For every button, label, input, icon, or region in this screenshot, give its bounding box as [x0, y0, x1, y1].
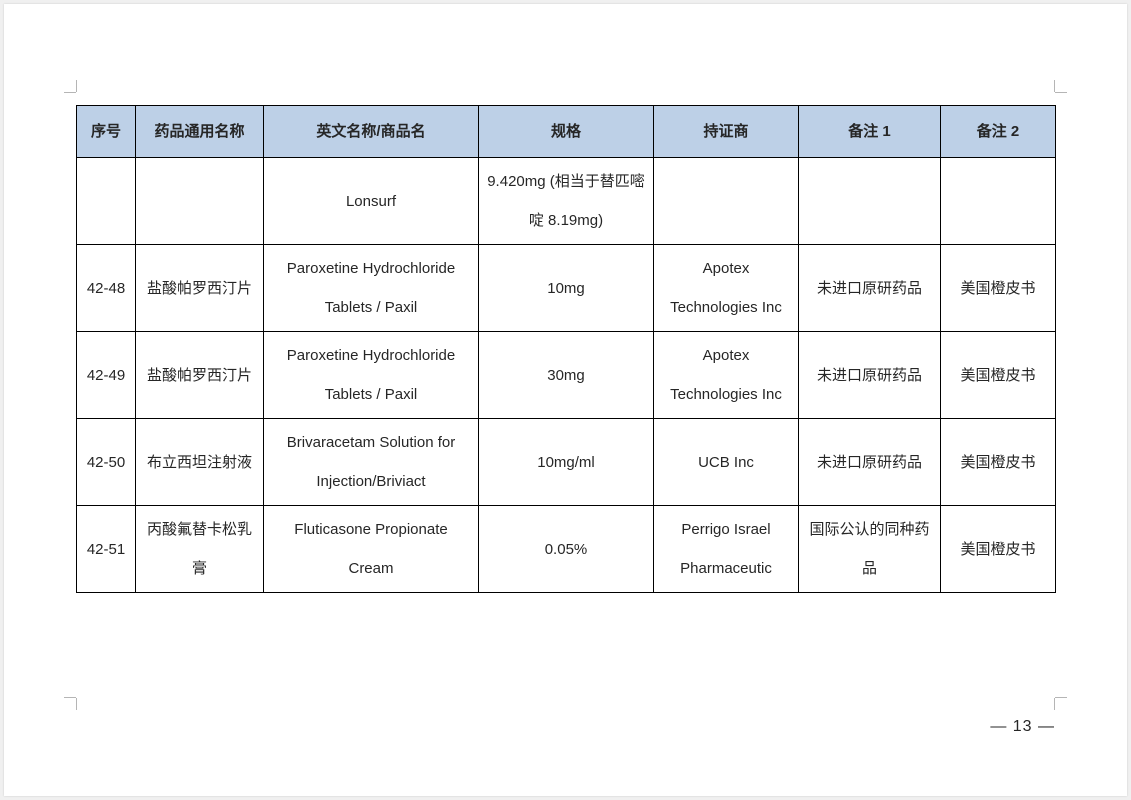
cell-note2 [941, 158, 1056, 245]
cell-note1: 未进口原研药品 [799, 245, 941, 332]
cell-name: 盐酸帕罗西汀片 [136, 332, 264, 419]
cell-seq: 42-48 [77, 245, 136, 332]
cell-note1: 未进口原研药品 [799, 332, 941, 419]
cell-holder: Apotex Technologies Inc [654, 332, 799, 419]
cell-holder: UCB Inc [654, 419, 799, 506]
margin-corner-tl [76, 92, 88, 104]
table-row: 42-50 布立西坦注射液 Brivaracetam Solution for … [77, 419, 1056, 506]
margin-corner-br [1043, 686, 1055, 698]
cell-eng: Fluticasone Propionate Cream [264, 506, 479, 593]
cell-seq: 42-49 [77, 332, 136, 419]
cell-eng: Paroxetine Hydrochloride Tablets / Paxil [264, 245, 479, 332]
col-header-name: 药品通用名称 [136, 106, 264, 158]
cell-spec: 10mg/ml [479, 419, 654, 506]
cell-eng: Paroxetine Hydrochloride Tablets / Paxil [264, 332, 479, 419]
drug-table: 序号 药品通用名称 英文名称/商品名 规格 持证商 备注 1 备注 2 Lons… [76, 105, 1056, 593]
cell-spec: 10mg [479, 245, 654, 332]
cell-spec: 0.05% [479, 506, 654, 593]
cell-name: 布立西坦注射液 [136, 419, 264, 506]
table-row: 42-49 盐酸帕罗西汀片 Paroxetine Hydrochloride T… [77, 332, 1056, 419]
document-page: 序号 药品通用名称 英文名称/商品名 规格 持证商 备注 1 备注 2 Lons… [4, 4, 1127, 796]
cell-note2: 美国橙皮书 [941, 419, 1056, 506]
cell-name [136, 158, 264, 245]
table-body: Lonsurf 9.420mg (相当于替匹嘧啶 8.19mg) 42-48 盐… [77, 158, 1056, 593]
cell-holder: Apotex Technologies Inc [654, 245, 799, 332]
table-header-row: 序号 药品通用名称 英文名称/商品名 规格 持证商 备注 1 备注 2 [77, 106, 1056, 158]
cell-eng: Lonsurf [264, 158, 479, 245]
col-header-eng: 英文名称/商品名 [264, 106, 479, 158]
cell-note1: 未进口原研药品 [799, 419, 941, 506]
cell-note1 [799, 158, 941, 245]
col-header-seq: 序号 [77, 106, 136, 158]
table-row: 42-48 盐酸帕罗西汀片 Paroxetine Hydrochloride T… [77, 245, 1056, 332]
cell-note2: 美国橙皮书 [941, 506, 1056, 593]
col-header-note2: 备注 2 [941, 106, 1056, 158]
cell-note2: 美国橙皮书 [941, 245, 1056, 332]
cell-name: 丙酸氟替卡松乳膏 [136, 506, 264, 593]
margin-corner-bl [76, 686, 88, 698]
cell-holder: Perrigo Israel Pharmaceutic [654, 506, 799, 593]
col-header-note1: 备注 1 [799, 106, 941, 158]
cell-note2: 美国橙皮书 [941, 332, 1056, 419]
page-number: — 13 — [990, 718, 1055, 736]
table-row: 42-51 丙酸氟替卡松乳膏 Fluticasone Propionate Cr… [77, 506, 1056, 593]
cell-note1: 国际公认的同种药品 [799, 506, 941, 593]
margin-corner-tr [1043, 92, 1055, 104]
cell-seq [77, 158, 136, 245]
drug-table-container: 序号 药品通用名称 英文名称/商品名 规格 持证商 备注 1 备注 2 Lons… [76, 105, 1055, 593]
cell-eng: Brivaracetam Solution for Injection/Briv… [264, 419, 479, 506]
cell-spec: 9.420mg (相当于替匹嘧啶 8.19mg) [479, 158, 654, 245]
col-header-holder: 持证商 [654, 106, 799, 158]
col-header-spec: 规格 [479, 106, 654, 158]
cell-seq: 42-51 [77, 506, 136, 593]
cell-holder [654, 158, 799, 245]
cell-spec: 30mg [479, 332, 654, 419]
cell-seq: 42-50 [77, 419, 136, 506]
table-row: Lonsurf 9.420mg (相当于替匹嘧啶 8.19mg) [77, 158, 1056, 245]
cell-name: 盐酸帕罗西汀片 [136, 245, 264, 332]
